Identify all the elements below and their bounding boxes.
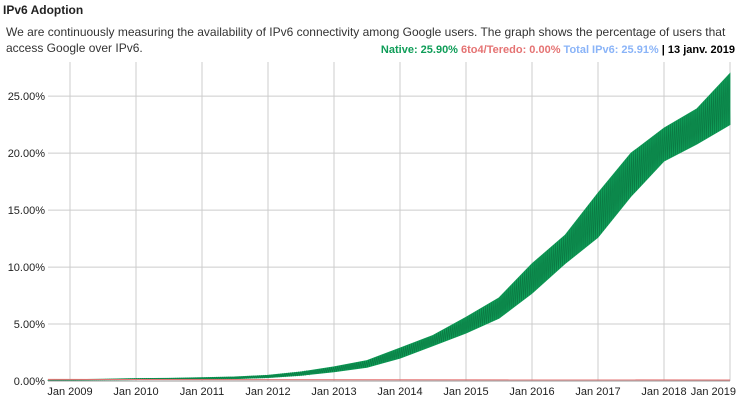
series-native-line [47, 74, 731, 381]
chart-legend: Native: 25.90% 6to4/Teredo: 0.00% Total … [381, 44, 735, 56]
y-tick-label: 25.00% [8, 91, 46, 103]
y-tick-label: 20.00% [8, 148, 46, 160]
x-tick-label: Jan 2016 [509, 386, 554, 398]
x-tick-label: Jan 2009 [47, 386, 92, 398]
legend-date: 13 janv. 2019 [667, 44, 735, 56]
x-tick-label: Jan 2012 [245, 386, 290, 398]
x-tick-label: Jan 2010 [113, 386, 158, 398]
y-tick-label: 5.00% [14, 319, 45, 331]
x-tick-label: Jan 2015 [443, 386, 488, 398]
y-tick-label: 15.00% [8, 205, 46, 217]
legend-native: Native: 25.90% [380, 44, 458, 56]
series-native-band [47, 72, 731, 381]
y-tick-label: 10.00% [8, 262, 46, 274]
x-tick-label: Jan 2019 [691, 386, 736, 398]
x-tick-label: Jan 2011 [180, 386, 224, 398]
description-text: We are continuously measuring the availa… [6, 25, 726, 55]
legend-teredo: 6to4/Teredo: 0.00% [461, 44, 561, 56]
page-title: IPv6 Adoption [3, 3, 84, 17]
y-tick-label: 0.00% [14, 376, 45, 388]
legend-separator: | [661, 44, 665, 56]
x-tick-label: Jan 2013 [311, 386, 356, 398]
x-tick-label: Jan 2017 [575, 386, 620, 398]
x-tick-label: Jan 2018 [641, 386, 686, 398]
x-tick-label: Jan 2014 [377, 386, 422, 398]
series-teredo-line [47, 378, 731, 381]
legend-total: Total IPv6: 25.91% [563, 44, 659, 56]
